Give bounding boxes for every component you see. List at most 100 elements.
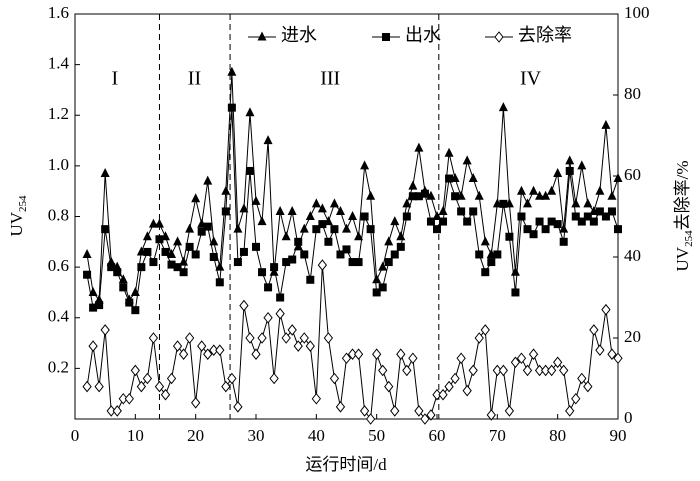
marker-triangle: [535, 190, 545, 200]
marker-square: [143, 247, 152, 256]
marker-diamond: [456, 352, 466, 365]
x-axis-label: 运行时间/d: [305, 455, 387, 474]
marker-triangle: [360, 160, 370, 170]
marker-diamond: [601, 303, 611, 316]
marker-diamond: [341, 352, 352, 365]
y2-label-sub: 254: [683, 230, 695, 247]
stage-label: III: [320, 67, 340, 89]
marker-square: [137, 263, 146, 272]
marker-triangle: [215, 261, 225, 271]
marker-diamond: [142, 372, 153, 385]
marker-triangle: [444, 147, 454, 157]
marker-diamond: [577, 372, 587, 385]
y-tick-label: 0.2: [48, 357, 69, 376]
marker-square: [402, 212, 411, 221]
marker-triangle: [438, 205, 448, 215]
marker-square: [113, 268, 122, 277]
marker-square: [300, 250, 309, 259]
marker-square: [457, 207, 466, 216]
marker-square: [245, 166, 254, 175]
marker-square: [179, 268, 188, 277]
marker-square: [306, 275, 315, 284]
marker-square: [252, 242, 260, 251]
marker-diamond: [516, 352, 527, 365]
marker-square: [408, 192, 417, 201]
marker-diamond: [408, 352, 418, 365]
marker-triangle: [221, 185, 231, 195]
marker-diamond: [372, 348, 382, 361]
marker-triangle: [354, 231, 364, 241]
marker-diamond: [468, 364, 478, 377]
marker-square: [354, 258, 363, 267]
marker-triangle: [209, 236, 219, 246]
marker-diamond: [106, 405, 116, 417]
marker-square: [239, 247, 248, 256]
marker-triangle: [148, 218, 158, 228]
marker-square: [107, 263, 116, 272]
marker-diamond: [613, 352, 623, 365]
marker-diamond: [522, 364, 533, 377]
marker-diamond: [540, 364, 551, 377]
marker-square: [583, 212, 592, 221]
marker-triangle: [233, 223, 243, 233]
marker-square: [517, 212, 526, 221]
marker-square: [119, 283, 128, 292]
marker-triangle: [311, 198, 321, 208]
marker-square: [131, 306, 140, 315]
marker-diamond: [546, 364, 557, 377]
marker-diamond: [118, 392, 128, 405]
marker-square: [378, 283, 387, 292]
marker-diamond: [534, 364, 545, 377]
x-tick-label: 80: [549, 426, 566, 445]
marker-square: [559, 237, 568, 246]
x-tick-label: 30: [248, 426, 265, 445]
marker-triangle: [173, 236, 183, 246]
marker-diamond: [263, 311, 273, 324]
marker-triangle: [305, 211, 315, 220]
marker-triangle: [257, 31, 267, 41]
y2-tick-label: 100: [624, 3, 650, 22]
marker-triangle: [203, 175, 213, 185]
stage-label: I: [111, 67, 118, 89]
marker-square: [294, 237, 303, 246]
marker-triangle: [275, 205, 285, 215]
marker-diamond: [432, 388, 442, 401]
marker-diamond: [384, 380, 394, 393]
marker-triangle: [142, 231, 152, 241]
marker-square: [282, 258, 291, 267]
marker-square: [342, 245, 351, 254]
marker-diamond: [299, 332, 309, 344]
marker-diamond: [402, 364, 412, 377]
y-tick-label: 0.4: [48, 307, 70, 326]
y-label-sub: 254: [17, 195, 29, 212]
marker-square: [264, 283, 273, 292]
marker-triangle: [227, 66, 237, 76]
marker-square: [426, 217, 435, 226]
marker-diamond: [378, 364, 388, 377]
marker-square: [324, 237, 333, 246]
marker-square: [330, 225, 339, 234]
marker-diamond: [498, 364, 509, 377]
marker-square: [469, 207, 478, 216]
marker-triangle: [299, 223, 309, 233]
marker-square: [83, 270, 92, 279]
stage-label: II: [188, 67, 201, 89]
marker-diamond: [215, 344, 225, 356]
y-label-main: UV: [7, 211, 26, 236]
marker-diamond: [136, 380, 147, 393]
marker-triangle: [342, 223, 351, 233]
marker-triangle: [82, 248, 92, 258]
marker-triangle: [287, 205, 297, 215]
marker-triangle: [390, 216, 400, 226]
marker-triangle: [474, 190, 484, 200]
marker-diamond: [239, 299, 249, 312]
marker-square: [209, 253, 218, 261]
marker-triangle: [239, 203, 249, 213]
marker-diamond: [311, 392, 321, 405]
marker-diamond: [353, 348, 364, 361]
marker-diamond: [281, 332, 291, 344]
marker-triangle: [348, 211, 358, 220]
marker-diamond: [124, 392, 134, 405]
marker-triangle: [553, 167, 563, 177]
